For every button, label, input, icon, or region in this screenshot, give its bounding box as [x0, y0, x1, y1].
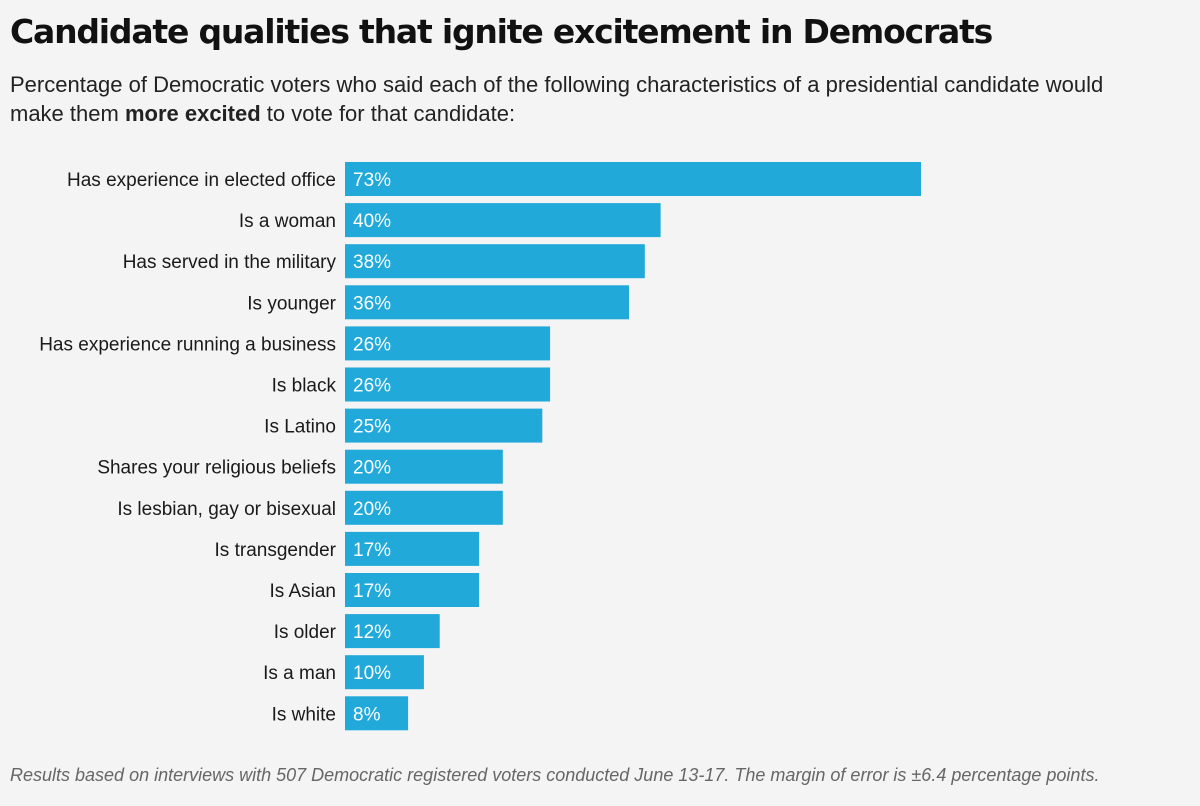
bar	[345, 696, 409, 731]
bar-value-label: 36%	[353, 293, 391, 314]
category-label: Has served in the military	[123, 252, 337, 273]
bar-value-label: 17%	[353, 540, 391, 561]
bar-value-label: 26%	[353, 334, 391, 355]
category-label: Is Latino	[264, 417, 336, 438]
category-label: Is older	[274, 622, 337, 643]
bar	[345, 367, 551, 402]
bar-value-label: 12%	[353, 622, 391, 643]
category-label: Has experience running a business	[39, 334, 336, 355]
category-label: Is younger	[247, 293, 336, 314]
bar	[345, 244, 645, 279]
bar	[345, 490, 503, 525]
bar	[345, 203, 661, 238]
bar	[345, 285, 629, 320]
footnote: Results based on interviews with 507 Dem…	[10, 765, 1100, 785]
bar-value-label: 38%	[353, 252, 391, 273]
bar-value-label: 10%	[353, 663, 391, 684]
bar-value-label: 20%	[353, 499, 391, 520]
bar-value-label: 26%	[353, 376, 391, 397]
category-label: Is a man	[263, 663, 336, 684]
bar	[345, 408, 543, 443]
bar	[345, 531, 480, 566]
bar	[345, 449, 503, 484]
bar-value-label: 40%	[353, 211, 391, 232]
category-label: Is white	[272, 704, 336, 725]
chart-subtitle: Percentage of Democratic voters who said…	[10, 70, 1130, 128]
bar	[345, 326, 551, 361]
bar	[345, 162, 921, 196]
bar	[345, 614, 440, 649]
bar-value-label: 17%	[353, 581, 391, 602]
bar-value-label: 73%	[353, 170, 391, 191]
chart-title: Candidate qualities that ignite exciteme…	[10, 12, 993, 51]
bar-value-label: 20%	[353, 458, 391, 479]
category-label: Is Asian	[269, 581, 336, 602]
category-label: Is lesbian, gay or bisexual	[117, 499, 336, 520]
subtitle-emphasis: more excited	[124, 101, 261, 126]
subtitle-text-end: to vote for that candidate:	[260, 101, 516, 126]
bar	[345, 655, 424, 690]
bar-chart: Has experience in elected office 73% Is a …	[39, 162, 921, 731]
category-label: Shares your religious beliefs	[97, 458, 336, 479]
bar	[345, 573, 480, 607]
category-label: Is a woman	[239, 211, 336, 232]
bar-value-label: 8%	[353, 704, 381, 725]
category-label: Has experience in elected office	[67, 170, 336, 191]
bar-value-label: 25%	[353, 417, 391, 438]
subtitle-text-start: Percentage of Democratic voters who said…	[10, 72, 1104, 126]
category-label: Is transgender	[215, 540, 337, 561]
category-label: Is black	[272, 376, 337, 397]
